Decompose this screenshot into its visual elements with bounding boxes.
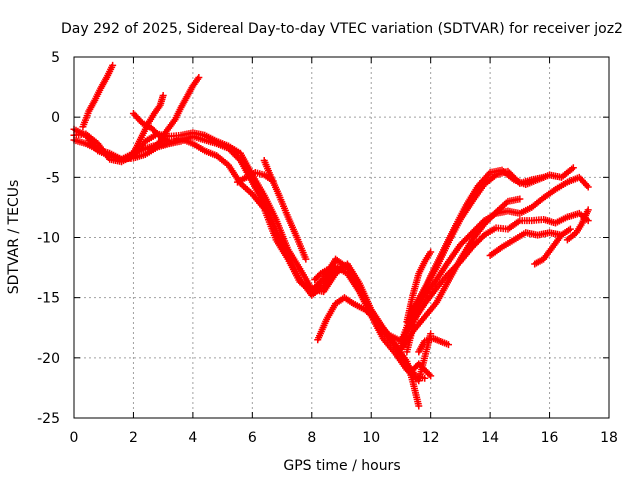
data-point xyxy=(540,173,548,181)
data-point xyxy=(195,73,203,81)
y-tick-label: 0 xyxy=(51,110,60,126)
data-point xyxy=(566,225,574,233)
series-track-20 xyxy=(260,156,310,263)
y-tick-label: -20 xyxy=(37,351,60,367)
y-tick-label: -25 xyxy=(37,411,60,427)
data-point xyxy=(584,183,592,191)
series-track-17 xyxy=(531,225,574,268)
data-points xyxy=(70,61,592,410)
series-track-5 xyxy=(79,61,117,131)
x-tick-label: 0 xyxy=(70,430,79,446)
series-track-12 xyxy=(397,195,524,353)
data-point xyxy=(302,255,310,263)
data-point xyxy=(584,206,592,214)
x-tick-label: 6 xyxy=(248,430,257,446)
x-tick-label: 4 xyxy=(188,430,197,446)
series-track-13 xyxy=(403,248,435,326)
y-tick-label: -10 xyxy=(37,231,60,247)
data-point xyxy=(427,372,435,380)
y-tick-label: -15 xyxy=(37,291,60,307)
data-point xyxy=(165,137,173,145)
series-track-1 xyxy=(70,129,429,382)
x-tick-label: 8 xyxy=(307,430,316,446)
data-point xyxy=(109,61,117,69)
data-point xyxy=(329,264,337,272)
data-point xyxy=(569,164,577,172)
x-tick-label: 18 xyxy=(600,430,618,446)
data-point xyxy=(445,341,452,349)
x-tick-label: 10 xyxy=(362,430,380,446)
series-track-8 xyxy=(314,209,592,345)
x-axis-label: GPS time / hours xyxy=(283,458,400,474)
y-tick-label: -5 xyxy=(46,170,60,186)
series-track-15 xyxy=(409,360,435,380)
data-point xyxy=(415,402,423,410)
series-track-21 xyxy=(311,264,337,284)
data-point xyxy=(427,248,435,256)
data-point xyxy=(516,195,524,203)
series-track-4 xyxy=(126,92,167,162)
x-tick-label: 16 xyxy=(541,430,559,446)
x-tick-label: 12 xyxy=(422,430,440,446)
data-point xyxy=(425,370,433,378)
y-axis-label: SDTVAR / TECUs xyxy=(6,180,22,295)
series-track-14 xyxy=(415,335,452,356)
series-track-19 xyxy=(233,169,277,186)
series-track-2 xyxy=(70,125,435,385)
series-track-18 xyxy=(563,206,592,244)
data-point xyxy=(159,92,167,100)
x-tick-label: 14 xyxy=(481,430,499,446)
chart-title: Day 292 of 2025, Sidereal Day-to-day VTE… xyxy=(61,21,623,37)
x-tick-label: 2 xyxy=(129,430,138,446)
series-track-7 xyxy=(129,110,173,145)
ticks: 0 2 4 6 8 10 12 14 16 18 5 0 -5 -10 -15 -20 -25 xyxy=(37,50,618,446)
y-tick-label: 5 xyxy=(51,50,60,66)
